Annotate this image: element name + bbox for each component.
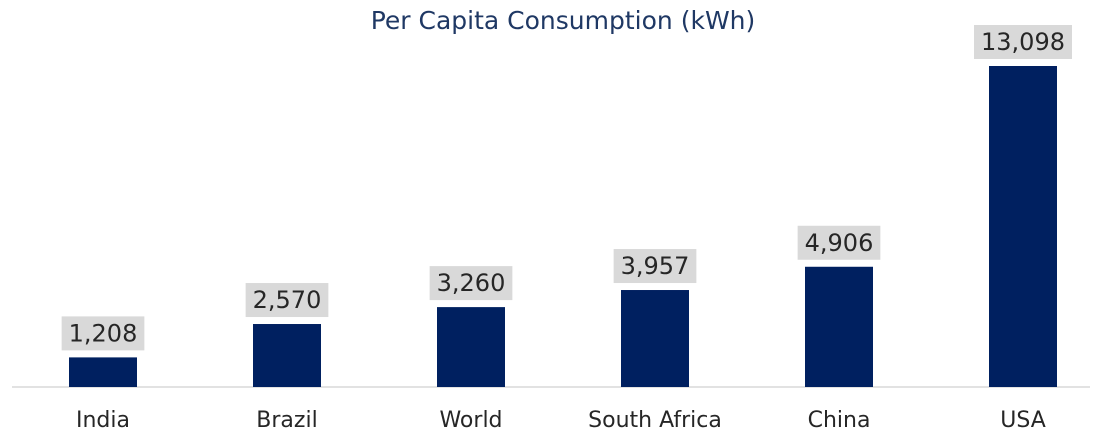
x-tick-label: China [808, 408, 871, 433]
data-label-box [797, 225, 881, 260]
data-label-box [245, 283, 329, 318]
x-tick-label: USA [1000, 408, 1046, 433]
chart-title: Per Capita Consumption (kWh) [371, 6, 756, 35]
data-label: 13,098 [981, 28, 1065, 56]
data-label: 4,906 [805, 229, 874, 257]
bar [989, 66, 1057, 387]
data-label-box [61, 316, 145, 351]
data-label: 3,260 [437, 269, 506, 297]
data-label: 2,570 [253, 286, 322, 314]
bar [437, 307, 505, 387]
bar [253, 324, 321, 387]
bar [621, 290, 689, 387]
bar [69, 357, 137, 387]
x-tick-label: Brazil [256, 408, 317, 433]
x-tick-label: India [76, 408, 130, 433]
x-tick-label: South Africa [588, 408, 722, 433]
data-label-box [974, 25, 1072, 59]
bar [805, 266, 873, 387]
data-label: 3,957 [621, 252, 690, 280]
data-label-box [613, 249, 697, 284]
data-label-box [429, 266, 513, 301]
x-tick-label: World [439, 408, 502, 433]
data-label: 1,208 [69, 319, 138, 347]
